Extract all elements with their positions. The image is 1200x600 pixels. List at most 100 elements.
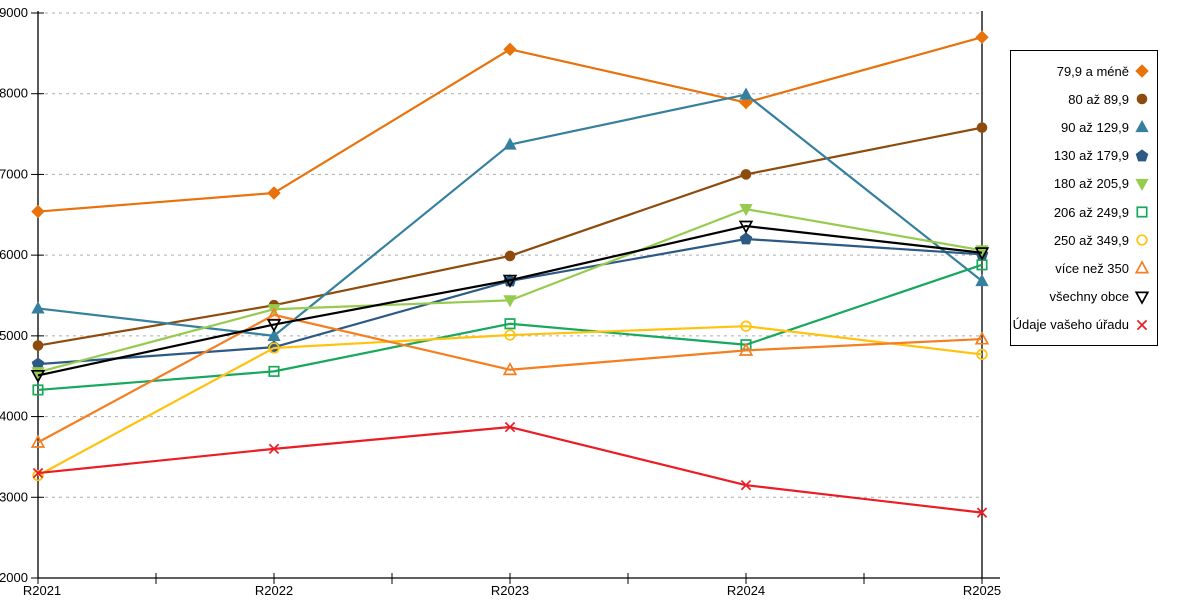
series-line: [37, 425, 983, 514]
axes: 2000 3000 4000 5000 6000 7000 8000 9000 R2021 R20…: [0, 5, 1001, 598]
triangle-up-marker-icon: [502, 361, 518, 376]
legend-triangle-down-icon: [1134, 291, 1150, 305]
x-marker-icon: [740, 479, 752, 491]
series-line: [37, 313, 983, 444]
series-1: [32, 122, 988, 351]
legend-triangle-up-icon: [1134, 260, 1150, 274]
series-2: [31, 87, 989, 341]
triangle-down-marker-icon: [738, 220, 754, 234]
triangle-up-marker-icon: [503, 137, 517, 150]
legend-label: 79,9 a méně: [1056, 63, 1129, 79]
legend-label: 180 až 205,9: [1053, 176, 1129, 192]
y-tick-label: 2000: [0, 570, 28, 585]
x-tick-label: R2021: [23, 583, 61, 598]
circle-marker-icon: [740, 169, 752, 180]
series-line: [37, 208, 983, 374]
triangle-up-marker-icon: [1134, 260, 1150, 274]
legend: 79,9 a méně 80 až 89,9 90 až 129,9 130 až 1…: [1010, 50, 1158, 346]
legend-label: Údaje vašeho úřadu: [1012, 317, 1129, 333]
series-line: [37, 224, 983, 377]
circle-marker-icon: [504, 329, 516, 341]
circle-marker-icon: [504, 250, 516, 262]
diamond-marker-icon: [503, 42, 517, 57]
legend-label: 130 až 179,9: [1053, 148, 1129, 164]
x-marker-icon: [976, 507, 988, 518]
triangle-up-marker-icon: [738, 342, 754, 356]
legend-triangle-down-icon: [1135, 178, 1149, 191]
legend-x-icon: [1136, 319, 1148, 330]
series-4: [31, 204, 989, 380]
triangle-up-marker-icon: [30, 434, 46, 448]
x-tick-label: R2022: [255, 583, 293, 598]
series-0: [31, 30, 989, 219]
pentagon-marker-icon: [739, 232, 753, 245]
diamond-marker-icon: [1135, 64, 1149, 78]
series-9: [32, 421, 988, 518]
square-marker-icon: [32, 384, 44, 396]
x-marker-icon: [32, 467, 44, 479]
series-line: [37, 325, 983, 477]
triangle-up-marker-icon: [974, 331, 990, 345]
series-8: [30, 220, 990, 384]
legend-label: 80 až 89,9: [1068, 91, 1129, 107]
legend-item: 250 až 349,9: [1015, 227, 1150, 253]
series-7: [30, 307, 990, 448]
triangle-up-marker-icon: [739, 87, 753, 100]
circle-marker-icon: [268, 342, 280, 354]
legend-label: 90 až 129,9: [1061, 119, 1129, 135]
legend-item: Údaje vašeho úřadu: [1012, 312, 1150, 338]
legend-item: 206 až 249,9: [1015, 199, 1150, 225]
square-marker-icon: [1136, 206, 1148, 218]
x-tick-label: R2025: [963, 583, 1001, 598]
triangle-down-marker-icon: [739, 204, 753, 217]
x-tick-label: R2024: [727, 583, 765, 598]
legend-item: 130 až 179,9: [1015, 143, 1150, 169]
series-line: [37, 36, 983, 213]
legend-circle-icon: [1136, 93, 1148, 105]
y-tick-label: 8000: [0, 86, 28, 101]
x-marker-icon: [1136, 319, 1148, 330]
legend-pentagon-icon: [1135, 149, 1149, 162]
legend-item: 90 až 129,9: [1015, 114, 1150, 140]
triangle-up-marker-icon: [267, 328, 281, 341]
pentagon-marker-icon: [1135, 149, 1149, 162]
circle-marker-icon: [976, 122, 988, 133]
legend-circle-icon: [1136, 234, 1148, 246]
triangle-down-marker-icon: [503, 295, 517, 308]
y-tick-label: 9000: [0, 5, 28, 20]
diamond-marker-icon: [975, 30, 989, 44]
square-marker-icon: [268, 365, 280, 377]
triangle-down-marker-icon: [30, 369, 46, 384]
series-line: [37, 263, 983, 392]
y-tick-label: 4000: [0, 409, 28, 424]
y-tick-label: 3000: [0, 489, 28, 504]
circle-marker-icon: [740, 320, 752, 332]
legend-item: všechny obce: [1015, 284, 1150, 310]
series-6: [32, 320, 988, 482]
diamond-marker-icon: [31, 204, 45, 219]
legend-label: 250 až 349,9: [1053, 232, 1129, 248]
legend-diamond-icon: [1135, 64, 1149, 78]
triangle-down-marker-icon: [974, 247, 990, 261]
x-tick-label: R2023: [491, 583, 529, 598]
y-tick-label: 5000: [0, 328, 28, 343]
y-tick-label: 7000: [0, 166, 28, 181]
triangle-down-marker-icon: [266, 319, 282, 333]
circle-marker-icon: [32, 469, 44, 482]
legend-square-icon: [1136, 206, 1148, 218]
diamond-marker-icon: [267, 186, 281, 200]
square-marker-icon: [504, 318, 516, 330]
legend-label: 206 až 249,9: [1053, 204, 1129, 220]
triangle-up-marker-icon: [975, 273, 989, 287]
legend-item: více než 350: [1015, 255, 1150, 281]
triangle-down-marker-icon: [1134, 291, 1150, 305]
legend-item: 180 až 205,9: [1015, 171, 1150, 197]
circle-marker-icon: [976, 348, 988, 361]
legend-item: 80 až 89,9: [1015, 86, 1150, 112]
x-marker-icon: [504, 421, 516, 433]
legend-item: 79,9 a méně: [1015, 58, 1150, 84]
legend-triangle-up-icon: [1135, 120, 1149, 133]
triangle-up-marker-icon: [1135, 120, 1149, 133]
